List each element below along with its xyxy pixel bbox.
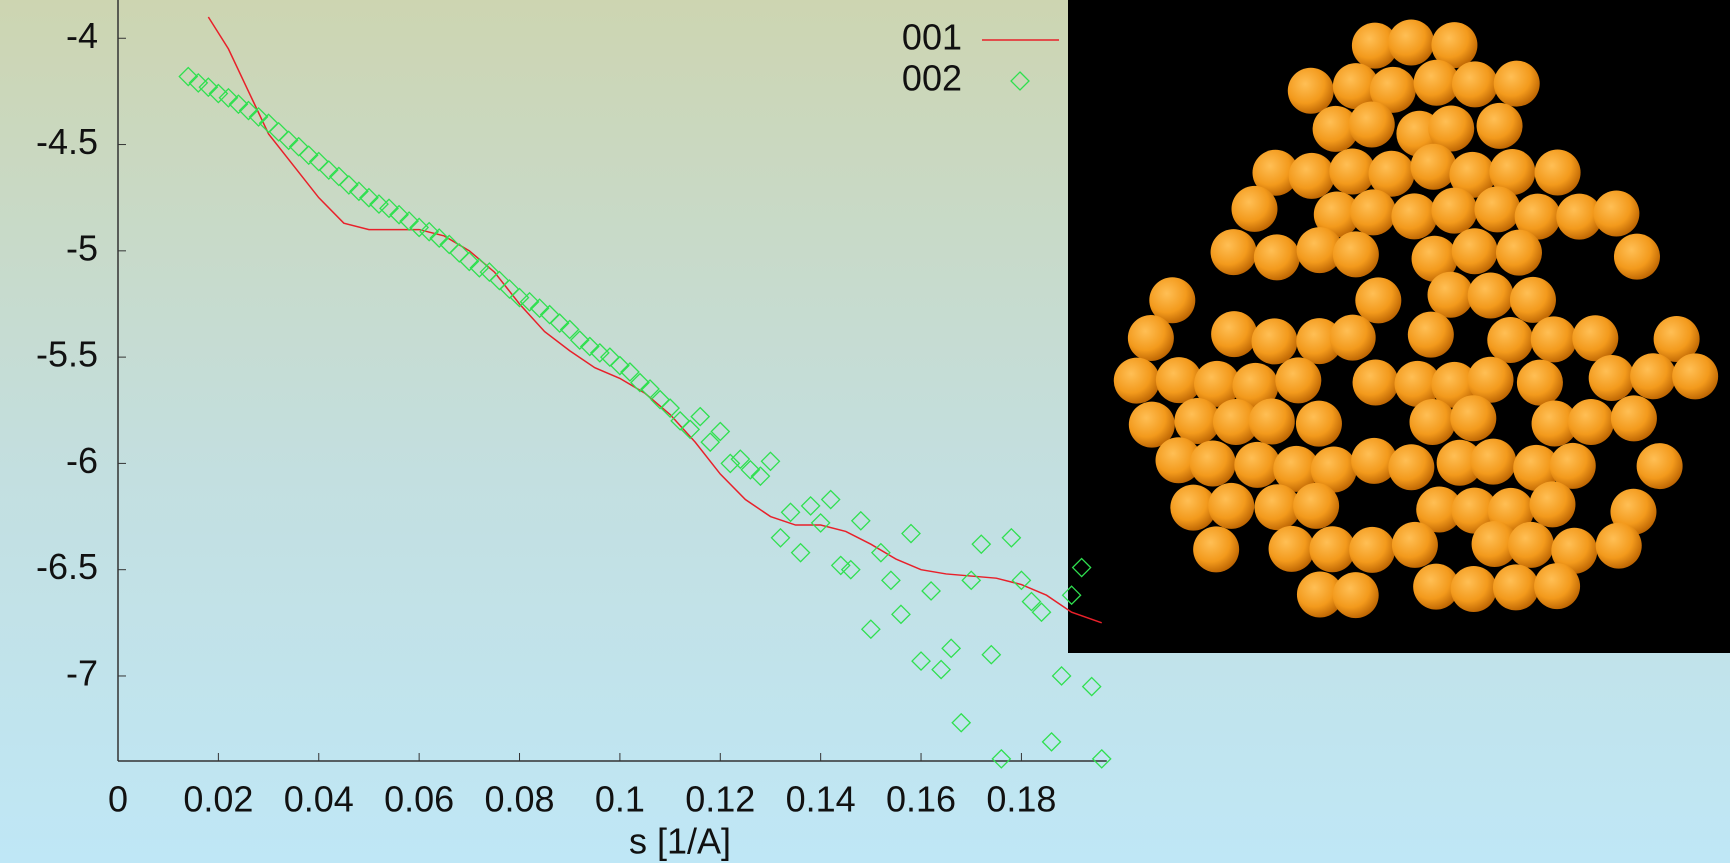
x-tick-label: 0.16 [886, 779, 956, 820]
sphere [1451, 566, 1497, 612]
sphere [1452, 228, 1498, 274]
sphere [1208, 483, 1254, 529]
sphere [1477, 103, 1523, 149]
sphere [1296, 401, 1342, 447]
sphere [1487, 317, 1533, 363]
sphere [1232, 186, 1278, 232]
sphere [1355, 277, 1401, 323]
y-tick-label: -6 [66, 440, 98, 481]
y-tick-label: -6.5 [36, 546, 98, 587]
legend-label: 002 [902, 58, 962, 99]
sphere [1474, 186, 1520, 232]
sphere [1353, 360, 1399, 406]
sphere [1329, 148, 1375, 194]
sphere [1391, 193, 1437, 239]
sphere [1572, 315, 1618, 361]
sphere [1234, 442, 1280, 488]
y-tick-label: -4 [66, 15, 98, 56]
sphere [1510, 277, 1556, 323]
sphere [1388, 444, 1434, 490]
sphere [1349, 527, 1395, 573]
sphere [1309, 526, 1355, 572]
sphere [1350, 189, 1396, 235]
x-tick-label: 0 [108, 779, 128, 820]
sphere [1589, 355, 1635, 401]
sphere [1493, 564, 1539, 610]
sphere [1672, 353, 1718, 399]
sphere [1450, 395, 1496, 441]
sphere [1531, 316, 1577, 362]
sphere [1114, 358, 1160, 404]
sphere [1128, 315, 1174, 361]
x-tick-label: 0.1 [595, 779, 645, 820]
sphere [1614, 234, 1660, 280]
page: s [1/A] -4 -4.5 -5 -5.5 -6 -6.5 -7 0 0.02 0.04 0.0… [0, 0, 1730, 863]
y-tick-label: -5 [66, 227, 98, 268]
sphere [1468, 273, 1514, 319]
sphere [1593, 191, 1639, 237]
sphere [1333, 231, 1379, 277]
sphere [1428, 272, 1474, 318]
sphere [1249, 398, 1295, 444]
sphere [1392, 522, 1438, 568]
sphere [1596, 523, 1642, 569]
x-tick-label: 0.14 [786, 779, 856, 820]
sphere [1288, 68, 1334, 114]
x-tick-label: 0.02 [183, 779, 253, 820]
sphere [1508, 522, 1554, 568]
sphere [1517, 360, 1563, 406]
sphere [1349, 102, 1395, 148]
sphere [1408, 312, 1454, 358]
sphere [1252, 318, 1298, 364]
sphere [1534, 563, 1580, 609]
x-tick-label: 0.08 [484, 779, 554, 820]
sphere [1190, 440, 1236, 486]
x-tick-label: 0.12 [685, 779, 755, 820]
sphere [1470, 439, 1516, 485]
x-tick-label: 0.18 [986, 779, 1056, 820]
x-tick-label: 0.04 [284, 779, 354, 820]
y-tick-label: -7 [66, 652, 98, 693]
sphere [1411, 144, 1457, 190]
sphere [1535, 150, 1581, 196]
sphere [1330, 315, 1376, 361]
sphere [1269, 526, 1315, 572]
x-tick-label: 0.06 [384, 779, 454, 820]
sphere [1529, 481, 1575, 527]
y-tick-label: -5.5 [36, 334, 98, 375]
sphere [1275, 357, 1321, 403]
chart: s [1/A] -4 -4.5 -5 -5.5 -6 -6.5 -7 0 0.02 0.04 0.0… [0, 0, 1730, 863]
sphere [1333, 572, 1379, 618]
x-axis-label: s [1/A] [629, 821, 731, 862]
sphere [1410, 399, 1456, 445]
sphere [1289, 153, 1335, 199]
sphere [1630, 353, 1676, 399]
sphere [1211, 311, 1257, 357]
sphere [1293, 483, 1339, 529]
sphere [1452, 61, 1498, 107]
sphere [1611, 395, 1657, 441]
sphere [1494, 61, 1540, 107]
sphere [1496, 230, 1542, 276]
sphere [1431, 188, 1477, 234]
sphere [1388, 19, 1434, 65]
sphere [1637, 443, 1683, 489]
sphere [1193, 526, 1239, 572]
sphere [1211, 229, 1257, 275]
y-tick-label: -4.5 [36, 121, 98, 162]
sphere [1568, 399, 1614, 445]
sphere [1254, 234, 1300, 280]
legend-label: 001 [902, 17, 962, 58]
